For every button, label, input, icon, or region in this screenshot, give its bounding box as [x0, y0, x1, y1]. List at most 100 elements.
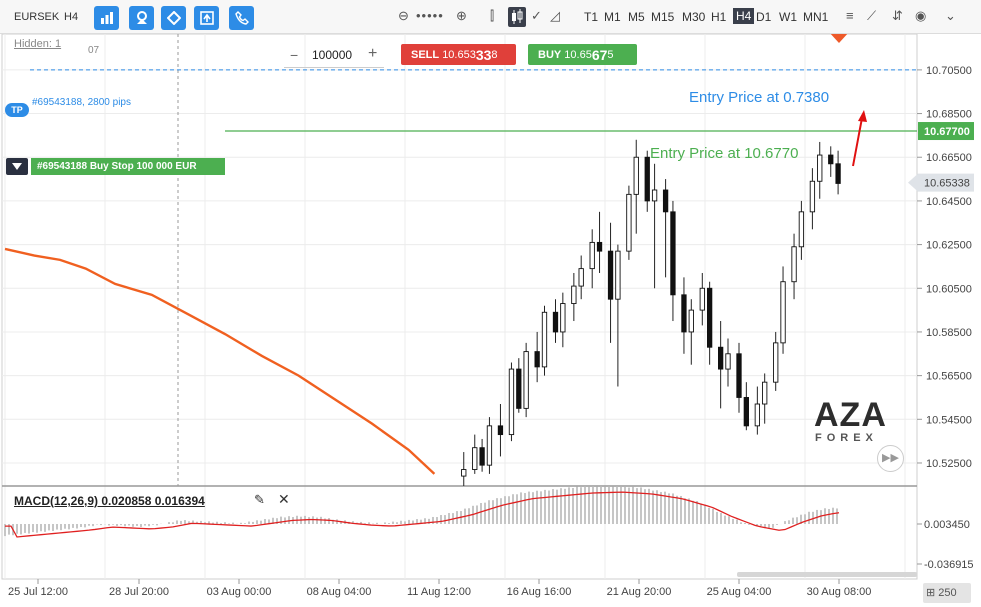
area-type-icon[interactable]: ◿ [550, 8, 560, 23]
buy-price-big: 67 [591, 46, 608, 63]
buy-button[interactable]: BUY 10.65 67 5 [528, 44, 637, 65]
zoom-out-icon[interactable]: ⊖ [398, 8, 409, 23]
buy-stop-price-tag [918, 122, 974, 141]
chevron-down-icon[interactable]: ⌄ [945, 8, 956, 23]
candle-body [486, 425, 493, 466]
settings-list-icon[interactable]: ≡ [846, 8, 854, 23]
timeframe-h4[interactable]: H4 [733, 8, 755, 24]
current-price-tag [908, 173, 974, 192]
candle-body [780, 281, 786, 344]
bar-chart-icon [100, 12, 113, 24]
timeframe-m15[interactable]: M15 [651, 10, 675, 24]
candle-body [754, 403, 761, 427]
x-tick-label: 03 Aug 00:00 [207, 586, 272, 598]
zoom-level: 250 [938, 587, 957, 599]
candle-body [523, 351, 529, 409]
candle-body [791, 246, 797, 283]
tp-annotation: Entry Price at 0.7380 [689, 89, 830, 106]
x-tick-label: 28 Jul 20:00 [109, 586, 169, 598]
y-tick-label: 10.58500 [926, 327, 972, 339]
y-tick-label: 10.62500 [926, 240, 972, 252]
line-type-icon[interactable]: ✓ [531, 8, 542, 23]
horizontal-scrollbar[interactable] [737, 572, 917, 577]
timeframe-m5[interactable]: M5 [628, 10, 645, 24]
x-tick-label: 11 Aug 12:00 [407, 586, 471, 598]
timeframe-t1[interactable]: T1 [584, 10, 599, 24]
timeframe-w1[interactable]: W1 [779, 10, 797, 24]
candle-body [706, 287, 713, 348]
candle-body [798, 211, 805, 248]
pencil-icon[interactable]: ✎ [254, 492, 265, 507]
vertical-line-icon[interactable]: ⇵ [892, 8, 903, 23]
candle-body [571, 285, 577, 305]
y-tick-label: 10.68500 [926, 109, 972, 121]
phone-icon [234, 11, 249, 25]
order-toggle-button[interactable] [6, 158, 28, 175]
zoom-icon: ⊞ [926, 587, 936, 599]
template-button[interactable] [194, 6, 219, 30]
macd-label[interactable]: MACD(12,26,9) 0.020858 0.016394 [14, 494, 205, 508]
candle-body [828, 154, 834, 165]
timeframe-d1[interactable]: D1 [756, 10, 772, 24]
candle-body [718, 346, 724, 370]
quantity-decrease-button[interactable]: − [290, 47, 299, 63]
candle-body [497, 425, 504, 436]
zoom-slider-icon[interactable]: ••••• [416, 8, 444, 23]
candle-body [662, 189, 669, 213]
candle-body [516, 368, 522, 409]
y-tick-label: 10.66500 [926, 152, 972, 164]
candle-body [817, 154, 823, 182]
timeframe-label[interactable]: H4 [64, 11, 79, 23]
candle-body [736, 353, 742, 398]
candle-body [644, 156, 650, 202]
phone-button[interactable] [229, 6, 254, 30]
candle-body [633, 156, 639, 195]
candle-type-icon[interactable] [508, 7, 526, 27]
drawing-button[interactable] [161, 6, 186, 30]
candle-body [541, 311, 548, 368]
candle-body [773, 342, 779, 383]
forex-logo-text: FOREX [815, 432, 878, 444]
symbol-label[interactable]: EURSEK [14, 11, 60, 23]
buy-stop-order-label[interactable]: #69543188 Buy Stop 100 000 EUR [31, 158, 225, 175]
chart-toolbar: EURSEK H4 ⊖ ••••• ⊕ ⫿ ✓ ◿ T1 M1 M5 M15 M30 H1… [0, 0, 981, 34]
sell-button[interactable]: SELL 10.653 33 8 [401, 44, 516, 65]
timeframe-h1[interactable]: H1 [711, 10, 727, 24]
candle-body [461, 469, 467, 477]
macd-y-tick-label: -0.036915 [924, 559, 974, 571]
quantity-increase-button[interactable]: + [368, 45, 378, 62]
price-chart[interactable]: 10.7250010.7050010.6850010.6650010.64500… [0, 34, 981, 607]
timeframe-m30[interactable]: M30 [682, 10, 706, 24]
y-tick-label: 10.52500 [926, 458, 972, 470]
hidden-orders-link[interactable]: Hidden: 1 [14, 38, 62, 50]
y-tick-label: 10.70500 [926, 65, 972, 77]
quantity-stepper[interactable]: − 100000 + [284, 44, 384, 68]
zoom-in-icon[interactable]: ⊕ [456, 8, 467, 23]
annotation-arrow-head [858, 110, 867, 122]
bar-chart-button[interactable] [94, 6, 119, 30]
timeframe-mn1[interactable]: MN1 [803, 10, 829, 24]
zoom-level-box[interactable]: ⊞ 250 [923, 583, 971, 603]
candle-body [743, 397, 749, 427]
tp-badge[interactable]: TP [5, 103, 29, 117]
close-icon[interactable]: ✕ [278, 491, 290, 507]
trendline-icon[interactable]: ⟋ [867, 8, 877, 23]
candle-body [552, 311, 559, 333]
candle-body [472, 447, 478, 470]
scroll-forward-button[interactable]: ▶▶ [877, 445, 904, 472]
x-tick-label: 25 Aug 04:00 [707, 586, 772, 598]
eye-icon[interactable]: ◉ [915, 8, 927, 23]
indicator-button[interactable] [129, 6, 154, 30]
chart-frame [1, 34, 918, 580]
annotation-arrow-line [852, 117, 863, 167]
candle-body [681, 294, 687, 333]
bar-type-icon[interactable]: ⫿ [490, 8, 495, 23]
timeframe-m1[interactable]: M1 [604, 10, 621, 24]
candle-body [651, 189, 658, 202]
entry-annotation: Entry Price at 10.6770 [650, 145, 799, 162]
candle-body [809, 180, 816, 213]
macd-signal-line [5, 491, 840, 538]
x-tick-label: 08 Aug 04:00 [307, 586, 372, 598]
quantity-value[interactable]: 100000 [312, 48, 353, 62]
tp-order-label: #69543188, 2800 pips [32, 97, 131, 108]
